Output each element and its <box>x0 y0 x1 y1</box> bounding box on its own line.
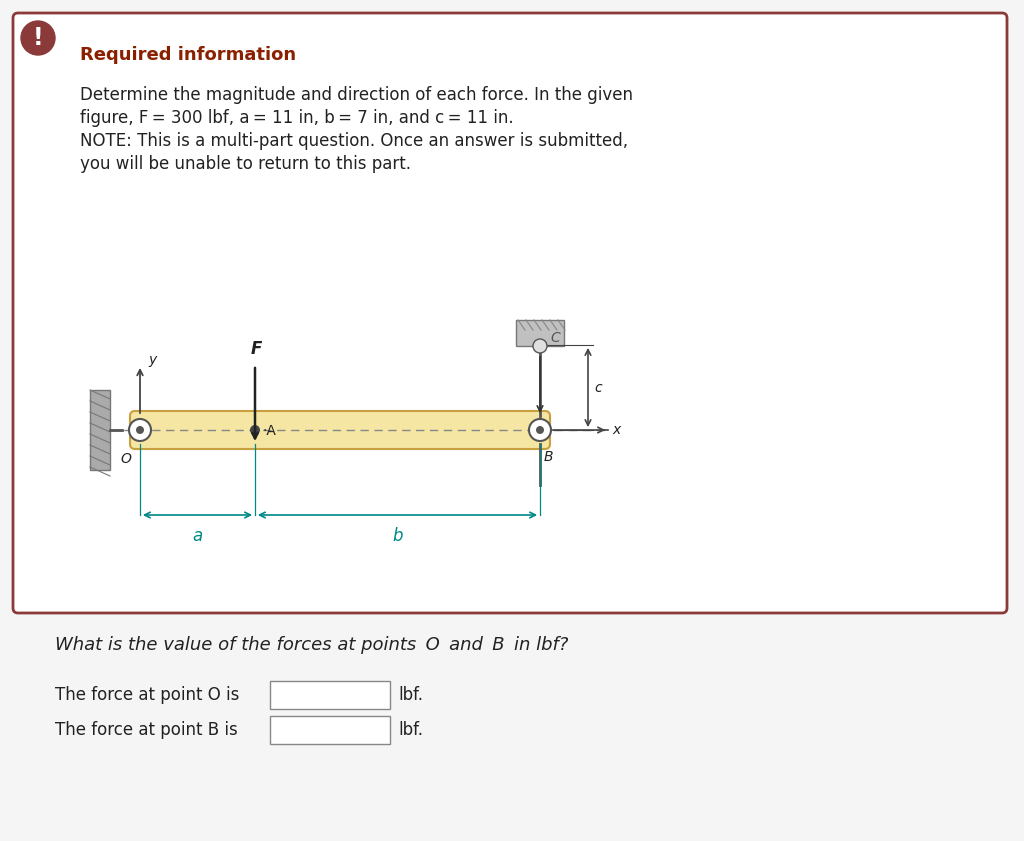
Circle shape <box>529 419 551 441</box>
Circle shape <box>129 419 151 441</box>
Text: Determine the magnitude and direction of each force. In the given: Determine the magnitude and direction of… <box>80 86 633 104</box>
Text: Required information: Required information <box>80 46 296 64</box>
Text: a: a <box>193 527 203 545</box>
Bar <box>270 681 390 709</box>
Text: x: x <box>612 423 621 437</box>
Text: O: O <box>121 452 131 466</box>
Text: F: F <box>251 340 262 358</box>
Bar <box>270 716 390 744</box>
Text: The force at point O is: The force at point O is <box>55 686 240 704</box>
Circle shape <box>136 426 144 434</box>
Circle shape <box>22 21 55 55</box>
Text: !: ! <box>33 26 43 50</box>
Circle shape <box>534 339 547 353</box>
Circle shape <box>250 425 260 435</box>
Text: lbf.: lbf. <box>398 686 423 704</box>
Text: NOTE: This is a multi-part question. Once an answer is submitted,: NOTE: This is a multi-part question. Onc… <box>80 132 628 150</box>
Bar <box>516 320 564 346</box>
FancyBboxPatch shape <box>130 411 550 449</box>
Text: B: B <box>544 450 554 464</box>
Text: ·A: ·A <box>262 424 275 438</box>
Text: b: b <box>392 527 402 545</box>
Text: lbf.: lbf. <box>398 721 423 739</box>
Circle shape <box>536 426 544 434</box>
FancyBboxPatch shape <box>13 13 1007 613</box>
Bar <box>90 390 110 470</box>
Text: C: C <box>550 331 560 345</box>
Text: The force at point B is: The force at point B is <box>55 721 238 739</box>
Text: figure, F = 300 lbf, a = 11 in, b = 7 in, and c = 11 in.: figure, F = 300 lbf, a = 11 in, b = 7 in… <box>80 109 514 127</box>
Text: What is the value of the forces at points  O  and  B  in lbf?: What is the value of the forces at point… <box>55 636 568 654</box>
Text: you will be unable to return to this part.: you will be unable to return to this par… <box>80 155 411 173</box>
Text: y: y <box>148 353 157 367</box>
Text: c: c <box>594 380 602 394</box>
